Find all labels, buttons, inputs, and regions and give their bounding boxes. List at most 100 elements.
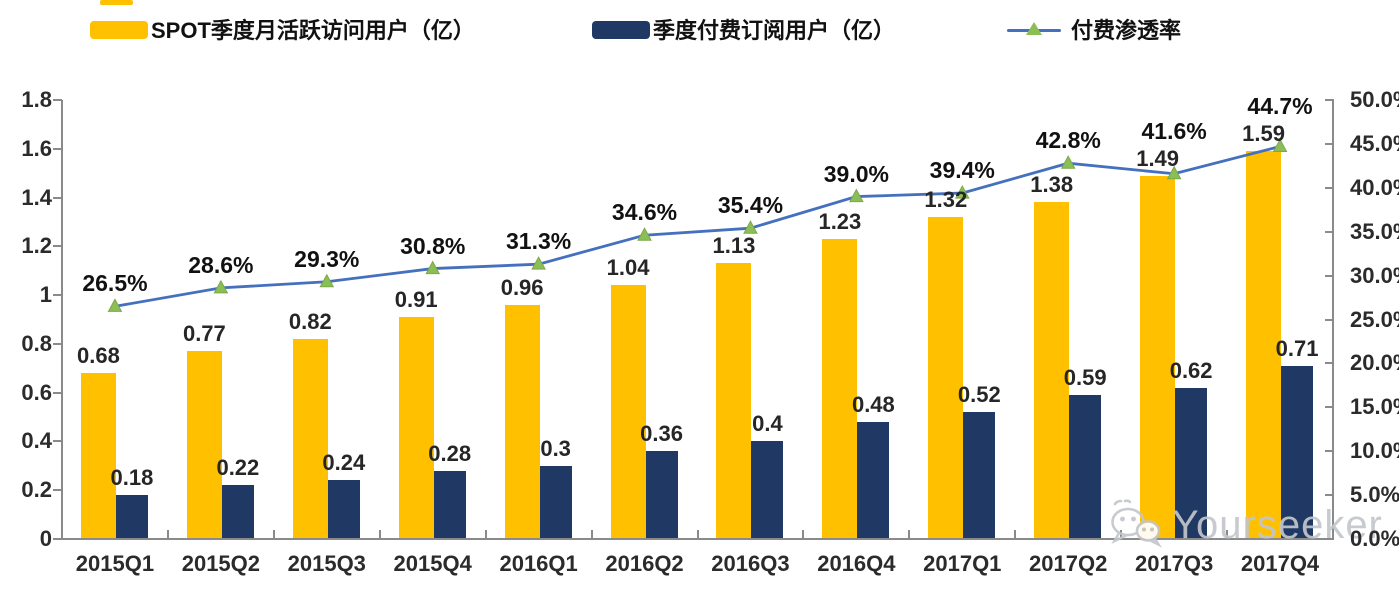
subscribers-bar: [1069, 395, 1102, 539]
triangle-marker-icon: [425, 260, 441, 275]
subscribers-value-label: 0.59: [1063, 365, 1107, 391]
mau-value-label: 0.82: [288, 309, 332, 334]
mau-value-label: 1.49: [1136, 145, 1180, 171]
mau-bar: [1140, 175, 1176, 539]
penetration-rate-label: 26.5%: [82, 270, 148, 297]
y-axis-right-tick-label: 5.0%: [1350, 482, 1399, 508]
y-axis-right-tick: [1325, 318, 1334, 321]
legend-label-penetration: 付费渗透率: [1071, 18, 1182, 43]
mau-value-label: 1.23: [818, 209, 862, 235]
mau-value-label: 1.04: [606, 255, 650, 281]
mau-bar: [80, 373, 116, 539]
top-edge-bar-artifact: [100, 0, 133, 5]
penetration-rate-label: 30.8%: [400, 232, 466, 259]
mau-bar: [504, 304, 540, 539]
mau-value-label: 0.77: [182, 321, 226, 347]
y-axis-right-tick-label: 40.0%: [1350, 174, 1399, 200]
penetration-rate-label: 39.0%: [823, 160, 889, 187]
x-axis-tick: [484, 530, 487, 539]
x-axis-category-label: 2015Q2: [181, 551, 261, 576]
mau-bar: [610, 285, 646, 539]
x-axis-tick: [1226, 530, 1229, 539]
y-axis-right-tick-label: 0.0%: [1350, 526, 1399, 551]
legend-triangle-marker-icon: [1026, 22, 1042, 35]
y-axis-right-tick-label: 20.0%: [1350, 350, 1399, 376]
y-axis-left-tick: [53, 294, 62, 297]
mau-value-label: 0.96: [500, 274, 544, 300]
triangle-marker-icon: [1166, 165, 1182, 180]
x-axis: [61, 538, 1334, 540]
mau-value-label: 1.13: [712, 233, 756, 259]
y-axis-left-tick-label: 0.8: [21, 330, 52, 356]
mau-bar: [716, 263, 752, 539]
subscribers-value-label: 0.28: [428, 440, 472, 466]
watermark-text: Yourseeker: [1172, 503, 1383, 547]
x-axis-tick: [61, 530, 63, 539]
y-axis-right-tick-label: 25.0%: [1350, 306, 1399, 332]
legend-swatch-mau: [90, 21, 148, 39]
y-axis-left-tick: [53, 196, 62, 199]
subscribers-value-label: 0.3: [540, 435, 571, 461]
subscribers-value-label: 0.4: [752, 411, 783, 437]
subscribers-value-label: 0.71: [1275, 335, 1319, 361]
mau-value-label: 1.38: [1030, 172, 1074, 198]
subscribers-bar: [115, 495, 148, 539]
y-axis-right-tick-label: 50.0%: [1350, 87, 1399, 112]
y-axis-left-tick-label: 1.2: [21, 233, 52, 259]
subscribers-value-label: 0.36: [640, 421, 683, 447]
y-axis-right-tick: [1325, 362, 1334, 365]
x-axis-category-label: 2016Q2: [605, 551, 684, 576]
subscribers-bar: [539, 465, 572, 539]
y-axis-left-tick-label: 1: [39, 282, 52, 308]
legend-label-mau: SPOT季度月活跃访问用户（亿）: [151, 18, 475, 43]
mau-value-label: 1.59: [1242, 121, 1285, 147]
penetration-rate-label: 44.7%: [1247, 93, 1313, 120]
subscribers-value-label: 0.52: [957, 382, 1001, 408]
penetration-rate-label: 42.8%: [1035, 127, 1101, 154]
penetration-rate-label: 29.3%: [294, 245, 360, 272]
y-axis-right-tick-label: 35.0%: [1350, 218, 1399, 244]
x-axis-tick: [802, 530, 805, 539]
mau-bar: [1246, 151, 1282, 539]
penetration-rate-label: 35.4%: [717, 192, 784, 219]
subscribers-value-label: 0.62: [1169, 357, 1213, 383]
x-axis-tick: [590, 530, 593, 539]
x-axis-category-label: 2016Q1: [499, 551, 578, 576]
subscribers-bar: [433, 470, 466, 539]
penetration-rate-label: 28.6%: [188, 251, 254, 278]
y-axis-right-tick: [1325, 538, 1334, 540]
y-axis-left-tick: [53, 391, 62, 394]
y-axis-left-tick-label: 0.2: [21, 477, 52, 503]
mau-bar: [292, 339, 328, 539]
subscribers-bar: [751, 441, 784, 539]
x-axis-category-label: 2017Q2: [1029, 551, 1108, 576]
y-axis-left-tick: [53, 99, 62, 101]
subscribers-bar: [327, 480, 360, 539]
legend-swatch-subscribers: [592, 21, 650, 39]
y-axis-left-tick: [53, 147, 62, 150]
x-axis-category-label: 2017Q3: [1134, 551, 1214, 576]
subscribers-value-label: 0.18: [110, 465, 154, 491]
triangle-marker-icon: [743, 220, 758, 234]
triangle-marker-icon: [531, 256, 546, 270]
subscribers-bar: [857, 421, 890, 539]
y-axis-right-tick-label: 10.0%: [1350, 438, 1399, 464]
triangle-marker-icon: [1060, 155, 1076, 169]
triangle-marker-icon: [319, 273, 335, 288]
subscribers-bar: [1175, 387, 1208, 539]
x-axis-tick: [166, 530, 169, 539]
y-axis-right-tick: [1325, 274, 1334, 277]
triangle-marker-icon: [1272, 138, 1288, 153]
subscribers-value-label: 0.24: [322, 450, 366, 476]
x-axis-category-label: 2015Q1: [75, 551, 155, 576]
subscribers-value-label: 0.48: [851, 391, 895, 417]
y-axis-right-tick: [1325, 230, 1334, 233]
y-axis-right-tick: [1325, 406, 1334, 409]
y-axis-left-tick: [53, 342, 62, 345]
triangle-marker-icon: [213, 279, 229, 294]
y-axis-left-tick: [53, 440, 62, 443]
subscribers-bar: [963, 412, 996, 539]
y-axis-left-tick: [53, 489, 62, 492]
mau-bar: [822, 239, 858, 539]
